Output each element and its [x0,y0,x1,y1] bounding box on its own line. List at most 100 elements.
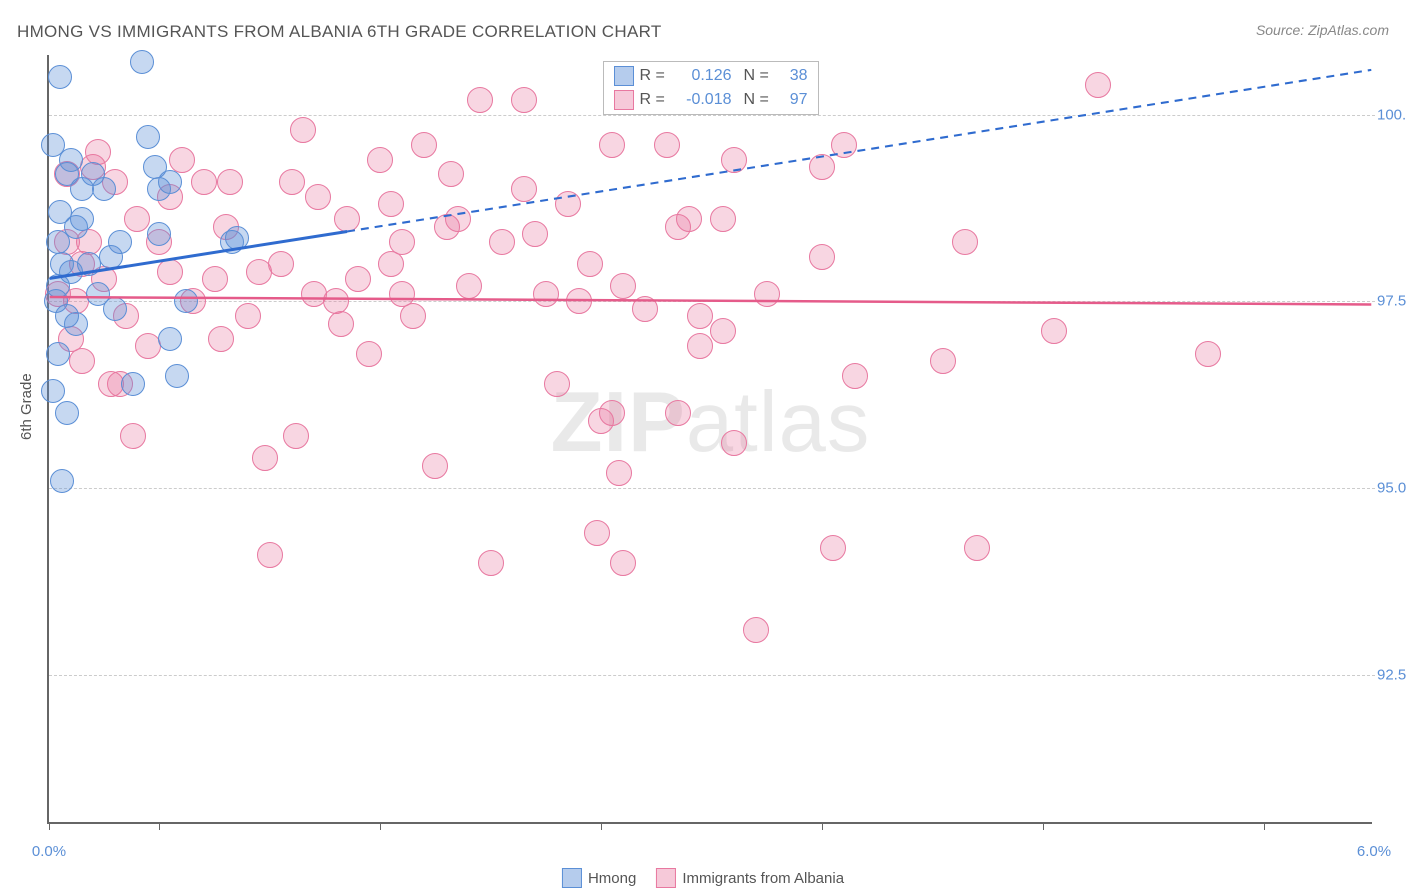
scatter-point-albania [290,117,316,143]
scatter-point-hmong [136,125,160,149]
x-tick [1043,822,1044,830]
scatter-point-albania [533,281,559,307]
scatter-point-albania [283,423,309,449]
y-tick-label: 95.0% [1377,480,1406,497]
scatter-point-hmong [92,177,116,201]
scatter-point-albania [654,132,680,158]
scatter-point-hmong [64,312,88,336]
scatter-point-albania [809,244,835,270]
scatter-point-albania [710,318,736,344]
scatter-point-albania [124,206,150,232]
scatter-point-albania [217,169,243,195]
scatter-point-albania [952,229,978,255]
scatter-point-albania [721,430,747,456]
scatter-point-hmong [77,252,101,276]
scatter-point-albania [268,251,294,277]
scatter-point-albania [555,191,581,217]
scatter-point-albania [208,326,234,352]
scatter-point-hmong [46,342,70,366]
scatter-point-albania [334,206,360,232]
scatter-point-hmong [165,364,189,388]
x-tick [380,822,381,830]
scatter-point-albania [378,191,404,217]
scatter-point-albania [964,535,990,561]
legend-label-hmong: Hmong [588,870,636,887]
chart-title: HMONG VS IMMIGRANTS FROM ALBANIA 6TH GRA… [17,22,662,42]
scatter-point-hmong [121,372,145,396]
swatch-hmong [614,66,634,86]
scatter-point-albania [721,147,747,173]
scatter-point-albania [511,87,537,113]
scatter-point-albania [328,311,354,337]
scatter-point-albania [606,460,632,486]
y-axis-label: 6th Grade [18,373,35,440]
stats-row-hmong: R = 0.126 N = 38 [604,64,818,88]
scatter-point-hmong [41,379,65,403]
n-label: N = [744,67,774,85]
x-tick [601,822,602,830]
scatter-point-hmong [59,148,83,172]
scatter-point-albania [191,169,217,195]
n-value-hmong: 38 [780,67,808,85]
scatter-point-albania [69,348,95,374]
x-tick [822,822,823,830]
scatter-point-hmong [225,226,249,250]
scatter-point-albania [522,221,548,247]
scatter-point-albania [305,184,331,210]
scatter-point-albania [422,453,448,479]
scatter-point-albania [710,206,736,232]
r-value-albania: -0.018 [674,91,732,109]
scatter-point-albania [577,251,603,277]
legend-label-albania: Immigrants from Albania [682,870,844,887]
scatter-point-albania [1195,341,1221,367]
legend-albania: Immigrants from Albania [656,868,844,888]
scatter-point-albania [809,154,835,180]
swatch-albania [614,90,634,110]
scatter-point-hmong [108,230,132,254]
scatter-point-hmong [158,170,182,194]
scatter-point-hmong [158,327,182,351]
scatter-point-albania [120,423,146,449]
r-label: R = [640,67,668,85]
x-tick-label: 0.0% [32,843,66,860]
x-tick [159,822,160,830]
scatter-point-albania [584,520,610,546]
scatter-point-albania [345,266,371,292]
scatter-point-albania [632,296,658,322]
scatter-point-albania [930,348,956,374]
scatter-point-albania [456,273,482,299]
y-tick-label: 92.5% [1377,666,1406,683]
scatter-point-albania [467,87,493,113]
scatter-point-albania [676,206,702,232]
scatter-point-albania [389,229,415,255]
scatter-point-albania [599,400,625,426]
scatter-point-albania [754,281,780,307]
scatter-point-hmong [130,50,154,74]
scatter-point-albania [511,176,537,202]
scatter-point-albania [157,259,183,285]
scatter-point-albania [252,445,278,471]
gridline [49,675,1375,676]
scatter-point-albania [378,251,404,277]
scatter-point-albania [400,303,426,329]
legend: Hmong Immigrants from Albania [562,868,844,888]
scatter-point-albania [257,542,283,568]
scatter-point-albania [842,363,868,389]
scatter-point-albania [665,400,691,426]
legend-hmong: Hmong [562,868,636,888]
scatter-point-hmong [64,215,88,239]
legend-swatch-albania [656,868,676,888]
scatter-point-hmong [147,222,171,246]
scatter-point-hmong [86,282,110,306]
x-tick-label: 6.0% [1357,843,1391,860]
scatter-point-albania [566,288,592,314]
y-tick-label: 97.5% [1377,293,1406,310]
trendlines [49,55,1372,822]
scatter-point-albania [743,617,769,643]
scatter-point-albania [599,132,625,158]
scatter-point-hmong [46,274,70,298]
scatter-point-albania [610,273,636,299]
scatter-point-albania [438,161,464,187]
scatter-point-albania [831,132,857,158]
legend-swatch-hmong [562,868,582,888]
